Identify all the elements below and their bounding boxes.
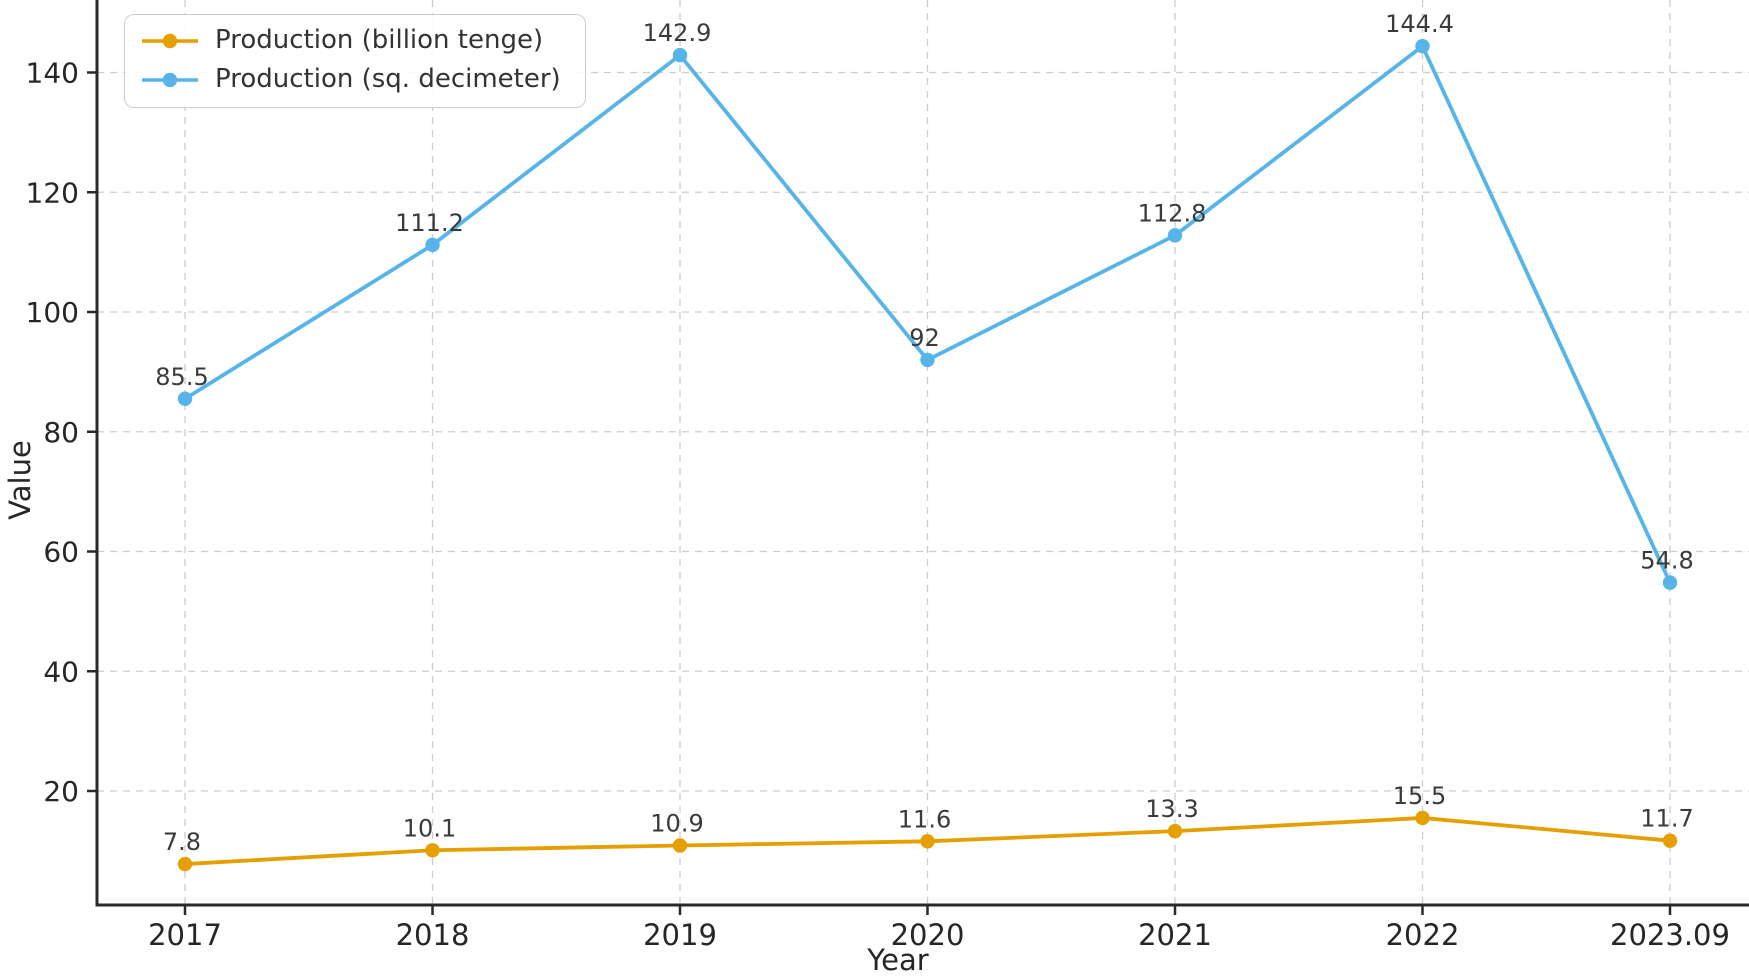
data-point-marker <box>920 352 935 368</box>
y-tick-label: 80 <box>43 416 79 449</box>
data-point-label: 11.7 <box>1640 805 1693 833</box>
data-point-label: 7.8 <box>163 828 201 856</box>
y-tick-label: 20 <box>43 775 79 808</box>
data-point-marker <box>1662 833 1678 848</box>
data-point-label: 111.2 <box>395 209 464 237</box>
data-point-marker <box>672 838 688 853</box>
x-tick-label: 2017 <box>148 918 222 952</box>
data-point-label: 10.9 <box>650 809 703 837</box>
data-point-marker <box>1662 575 1678 590</box>
data-point-marker <box>920 834 935 849</box>
x-tick-label: 2019 <box>643 918 717 952</box>
data-point-label: 85.5 <box>155 363 208 391</box>
legend-item: Production (billion tenge) <box>141 25 561 56</box>
legend-item: Production (sq. decimeter) <box>141 64 561 95</box>
chart-legend: Production (billion tenge) Production (s… <box>124 14 586 109</box>
legend-label: Production (billion tenge) <box>215 25 544 55</box>
data-point-marker <box>425 843 440 858</box>
x-axis-title: Year <box>866 943 928 977</box>
legend-line-marker-icon <box>142 72 198 87</box>
data-point-label: 112.8 <box>1138 199 1207 227</box>
data-point-marker <box>177 391 193 407</box>
y-tick-label: 140 <box>26 57 79 90</box>
data-point-label: 142.9 <box>643 19 712 47</box>
y-tick-label: 100 <box>26 296 79 329</box>
data-point-marker <box>1167 823 1183 839</box>
data-point-marker <box>672 47 688 63</box>
y-tick-label: 40 <box>43 655 79 688</box>
data-point-label: 15.5 <box>1393 782 1446 810</box>
data-point-marker <box>1415 810 1430 826</box>
y-tick-label: 120 <box>26 176 79 209</box>
x-tick-label: 2018 <box>396 918 470 952</box>
legend-line-marker-icon <box>142 33 198 48</box>
data-point-marker <box>1415 38 1430 54</box>
data-point-marker <box>177 856 193 872</box>
data-point-label: 54.8 <box>1640 547 1693 575</box>
y-tick-label: 60 <box>43 536 79 569</box>
data-point-marker <box>425 237 440 253</box>
data-point-label: 144.4 <box>1385 10 1454 38</box>
y-axis-title: Value <box>3 440 37 520</box>
data-point-label: 11.6 <box>898 805 951 833</box>
data-point-label: 10.1 <box>403 814 456 842</box>
data-point-marker <box>1167 228 1183 243</box>
x-tick-label: 2021 <box>1138 918 1212 952</box>
data-point-label: 13.3 <box>1145 795 1198 823</box>
x-tick-label: 2022 <box>1386 918 1460 952</box>
x-tick-label: 2020 <box>891 918 965 952</box>
x-tick-label: 2023.09 <box>1610 918 1730 952</box>
legend-label: Production (sq. decimeter) <box>215 64 561 95</box>
data-point-label: 92 <box>909 324 940 352</box>
